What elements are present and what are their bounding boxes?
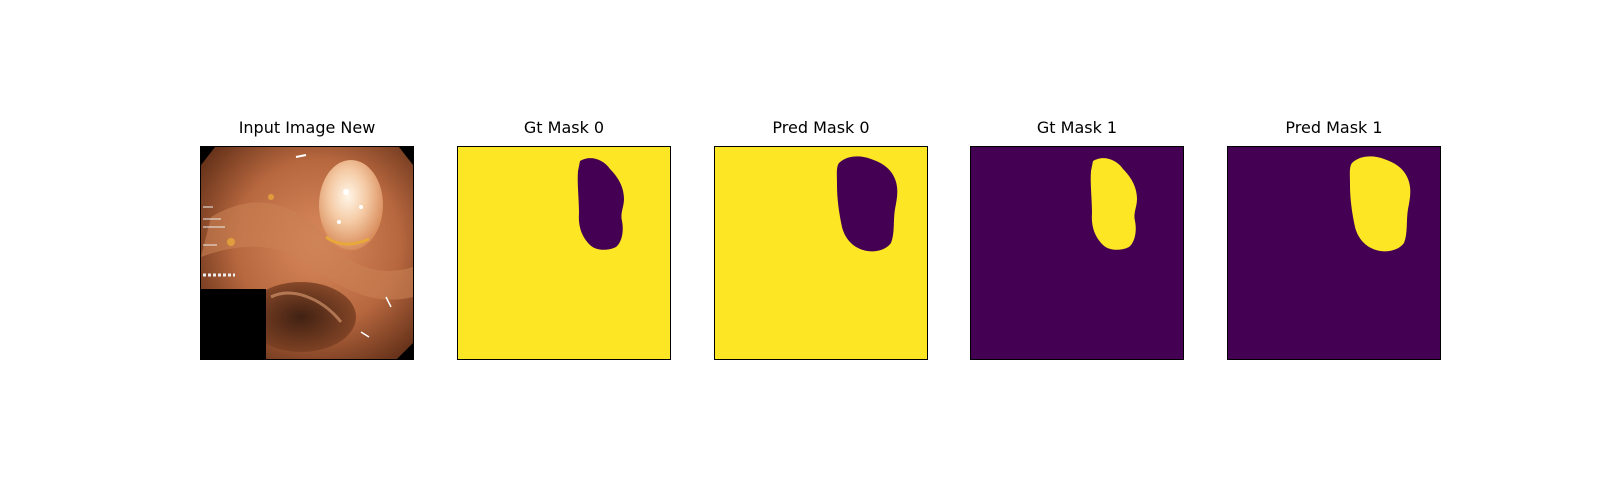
input-image-panel: Input Image New: [200, 118, 414, 360]
panel-title: Input Image New: [238, 118, 376, 137]
pred-mask-0-image: [714, 146, 928, 360]
pred-mask-1-image: [1227, 146, 1441, 360]
gt-mask-0-image: [457, 146, 671, 360]
gt-mask-1-image: [970, 146, 1184, 360]
panel-title: Pred Mask 1: [1285, 118, 1383, 137]
panel-title: Gt Mask 0: [523, 118, 605, 137]
panel-title: Pred Mask 0: [772, 118, 870, 137]
pred-mask-0-panel: Pred Mask 0: [714, 118, 928, 360]
gt-mask-1-panel: Gt Mask 1: [970, 118, 1184, 360]
pred-mask-1-panel: Pred Mask 1: [1227, 118, 1441, 360]
gt-mask-0-panel: Gt Mask 0: [457, 118, 671, 360]
panel-title: Gt Mask 1: [1036, 118, 1118, 137]
input-image: [200, 146, 414, 360]
